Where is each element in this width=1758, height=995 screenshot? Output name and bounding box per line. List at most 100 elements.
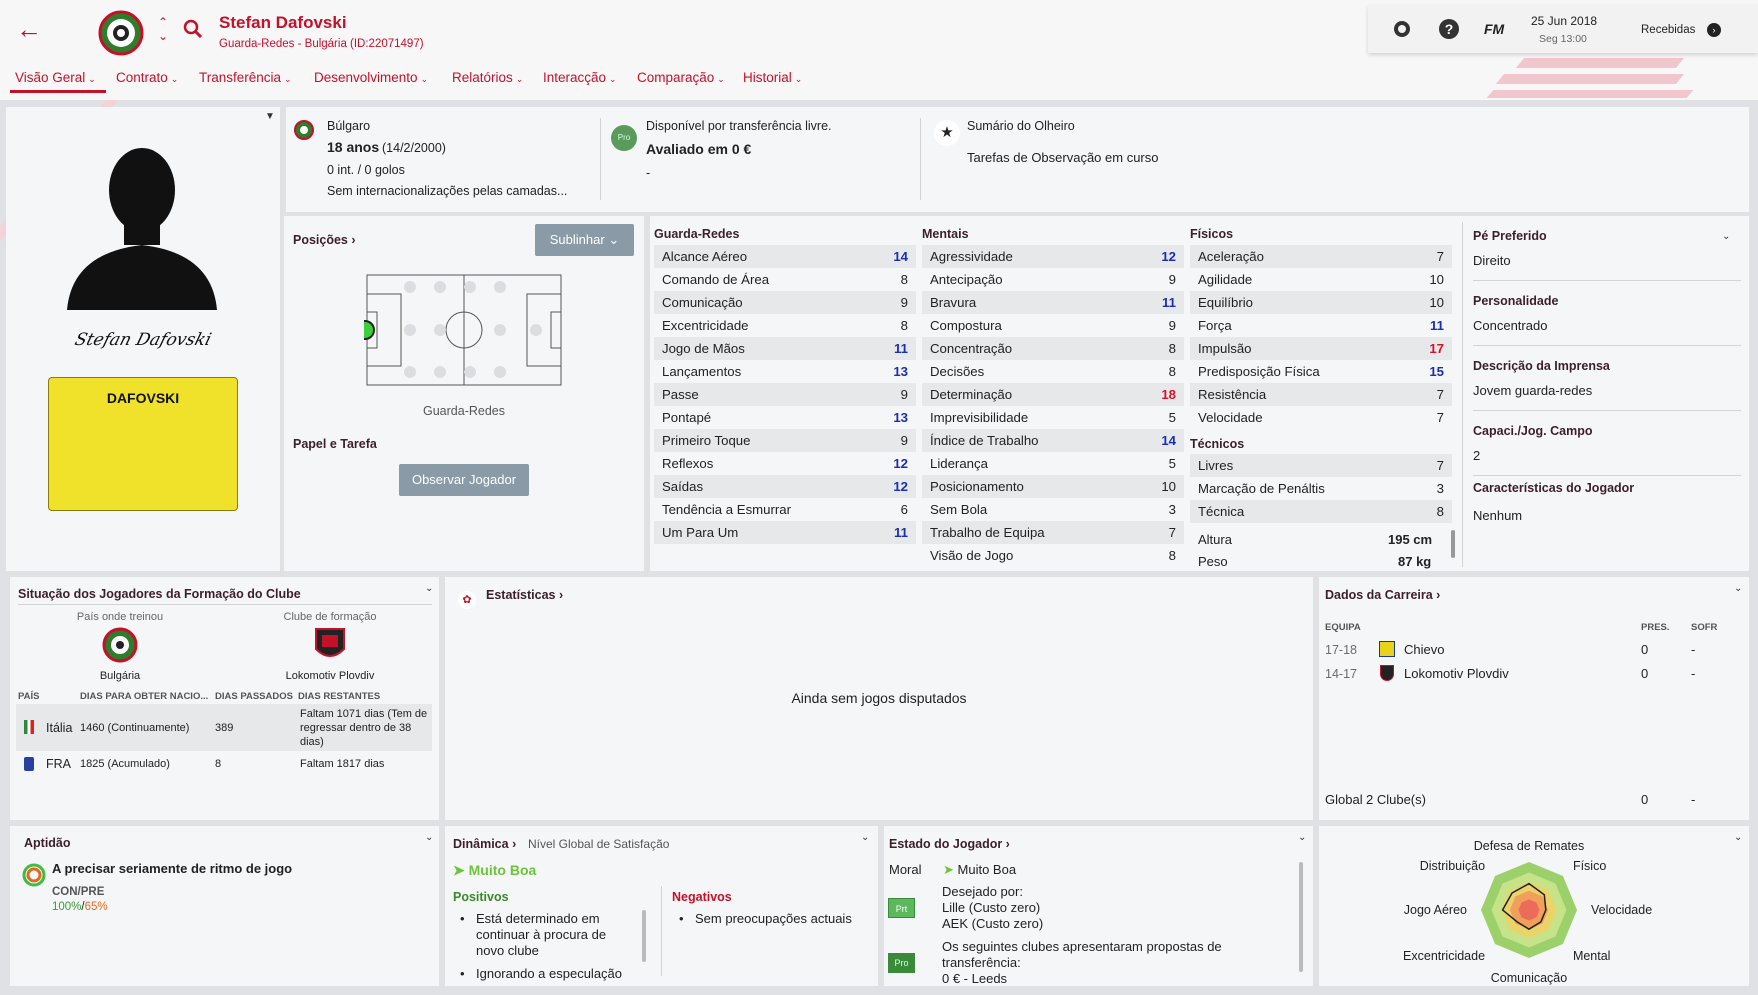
attribute-row[interactable]: Passe 9 [654,383,916,406]
highlight-button[interactable]: Sublinhar ⌄ [535,224,634,256]
attribute-row[interactable]: Liderança 5 [922,452,1184,475]
attribute-row[interactable]: Excentricidade 8 [654,314,916,337]
attribute-row[interactable]: Pontapé 13 [654,406,916,429]
trained-label: País onde treinou [76,611,164,623]
attribute-row[interactable]: Agressividade 12 [922,245,1184,268]
attribute-name: Sem Bola [930,502,988,517]
attribute-row[interactable]: Concentração 8 [922,337,1184,360]
attribute-row[interactable]: Agilidade 10 [1190,268,1452,291]
offers: Os seguintes clubes apresentaram propost… [942,939,1282,983]
attribute-row[interactable]: Tendência a Esmurrar 6 [654,498,916,521]
date-of-birth: (14/2/2000) [382,141,446,155]
player-silhouette [67,148,217,310]
player-status-title[interactable]: Estado do Jogador › [889,837,1010,851]
col-days-needed: DIAS PARA OBTER NACIO... [80,691,209,702]
attribute-row[interactable]: Força 11 [1190,314,1452,337]
attribute-row[interactable]: Primeiro Toque 9 [654,429,916,452]
traits-value: Nenhum [1473,508,1523,523]
career-title[interactable]: Dados da Carreira › [1325,588,1441,602]
attribute-row[interactable]: Trabalho de Equipa 7 [922,521,1184,544]
positives-scrollbar[interactable] [642,910,646,962]
youth-caps: Sem internacionalizações pelas camadas..… [327,184,568,198]
career-team[interactable]: Chievo [1404,642,1445,657]
attribute-row[interactable]: Resistência 7 [1190,383,1452,406]
attribute-row[interactable]: Saídas 12 [654,475,916,498]
scout-player-button[interactable]: Observar Jogador [399,464,529,496]
attribute-row[interactable]: Jogo de Mãos 11 [654,337,916,360]
attribute-value: 9 [1168,318,1176,333]
homegrown-menu-icon[interactable]: ⌄ [425,583,434,594]
player-nav-arrows[interactable]: ⌃ ⌄ [158,15,169,43]
statistics-title[interactable]: Estatísticas › [486,588,564,602]
continue-icon[interactable]: › [1707,23,1721,37]
attribute-name: Decisões [930,364,985,379]
career-menu-icon[interactable]: ⌄ [1734,583,1743,594]
row-country: FRA [46,757,71,771]
tab-comparison[interactable]: Comparação ⌄ [637,70,725,85]
wanted-club: AEK (Custo zero) [942,916,1044,931]
col-days-passed: DIAS PASSADOS [215,691,293,702]
attribute-row[interactable]: Marcação de Penáltis 3 [1190,477,1452,500]
attribute-row[interactable]: Decisões 8 [922,360,1184,383]
attribute-row[interactable]: Imprevisibilidade 5 [922,406,1184,429]
inbox-button[interactable]: Recebidas [1641,24,1696,36]
attribute-name: Concentração [930,341,1013,356]
fitness-menu-icon[interactable]: ⌄ [425,832,434,843]
career-team[interactable]: Lokomotiv Plovdiv [1404,666,1509,681]
attribute-name: Alcance Aéreo [662,249,748,264]
attribute-row[interactable]: Bravura 11 [922,291,1184,314]
side-menu-icon[interactable]: ⌄ [1722,231,1731,242]
dynamics-menu-icon[interactable]: ⌄ [861,832,870,843]
attribute-row[interactable]: Compostura 9 [922,314,1184,337]
attribute-row[interactable]: Comunicação 9 [654,291,916,314]
physical-title: Físicos [1190,227,1234,241]
attribute-row[interactable]: Determinação 18 [922,383,1184,406]
attribute-row[interactable]: Antecipação 9 [922,268,1184,291]
attribute-row[interactable]: Comando de Área 8 [654,268,916,291]
transfer-status: Disponível por transferência livre. [646,119,832,133]
attribute-name: Visão de Jogo [930,548,1014,563]
tab-transfer[interactable]: Transferência ⌄ [199,70,292,85]
attribute-row[interactable]: Aceleração 7 [1190,245,1452,268]
attribute-row[interactable]: Equilíbrio 10 [1190,291,1452,314]
attribute-row[interactable]: Técnica 8 [1190,500,1452,523]
attribute-row[interactable]: Índice de Trabalho 14 [922,429,1184,452]
status-scrollbar[interactable] [1299,862,1303,972]
attributes-scrollbar[interactable] [1451,530,1455,558]
attribute-row[interactable]: Livres 7 [1190,454,1452,477]
attribute-row[interactable]: Visão de Jogo 8 [922,544,1184,567]
status-menu-icon[interactable]: ⌄ [1298,832,1307,843]
shirt-name: DAFOVSKI [106,390,180,406]
search-icon[interactable] [183,19,203,39]
attribute-row[interactable]: Um Para Um 11 [654,521,916,544]
attribute-name: Predisposição Física [1198,364,1320,379]
tab-interaction[interactable]: Interacção ⌄ [543,70,617,85]
attribute-row[interactable]: Impulsão 17 [1190,337,1452,360]
attribute-row[interactable]: Velocidade 7 [1190,406,1452,429]
help-icon[interactable]: ? [1439,19,1459,39]
col-apps: PRES. [1641,622,1670,633]
attribute-row[interactable]: Sem Bola 3 [922,498,1184,521]
radar-menu-icon[interactable]: ⌄ [1734,832,1743,843]
fm-logo[interactable]: FM [1484,21,1505,37]
tab-development[interactable]: Desenvolvimento ⌄ [314,70,429,85]
positions-title[interactable]: Posições › [293,233,356,247]
attribute-row[interactable]: Reflexos 12 [654,452,916,475]
table-row[interactable] [16,704,432,751]
back-arrow-icon[interactable]: ← [16,14,42,44]
col-team: EQUIPA [1325,622,1361,633]
profile-menu-icon[interactable]: ▼ [265,111,275,122]
attribute-row[interactable]: Posicionamento 10 [922,475,1184,498]
attribute-row[interactable]: Lançamentos 13 [654,360,916,383]
tab-history[interactable]: Historial ⌄ [743,70,803,85]
attribute-row[interactable]: Predisposição Física 15 [1190,360,1452,383]
dynamics-title[interactable]: Dinâmica › [453,837,517,851]
globe-icon[interactable] [1393,20,1411,38]
attribute-row[interactable]: Alcance Aéreo 14 [654,245,916,268]
scout-title[interactable]: Sumário do Olheiro [967,119,1075,133]
con-pre-label: CON/PRE [52,886,105,898]
tab-overview[interactable]: Visão Geral ⌄ [15,70,96,85]
radar-label: Defesa de Remates [1474,839,1584,853]
tab-contract[interactable]: Contrato ⌄ [116,70,179,85]
tab-reports[interactable]: Relatórios ⌄ [452,70,524,85]
